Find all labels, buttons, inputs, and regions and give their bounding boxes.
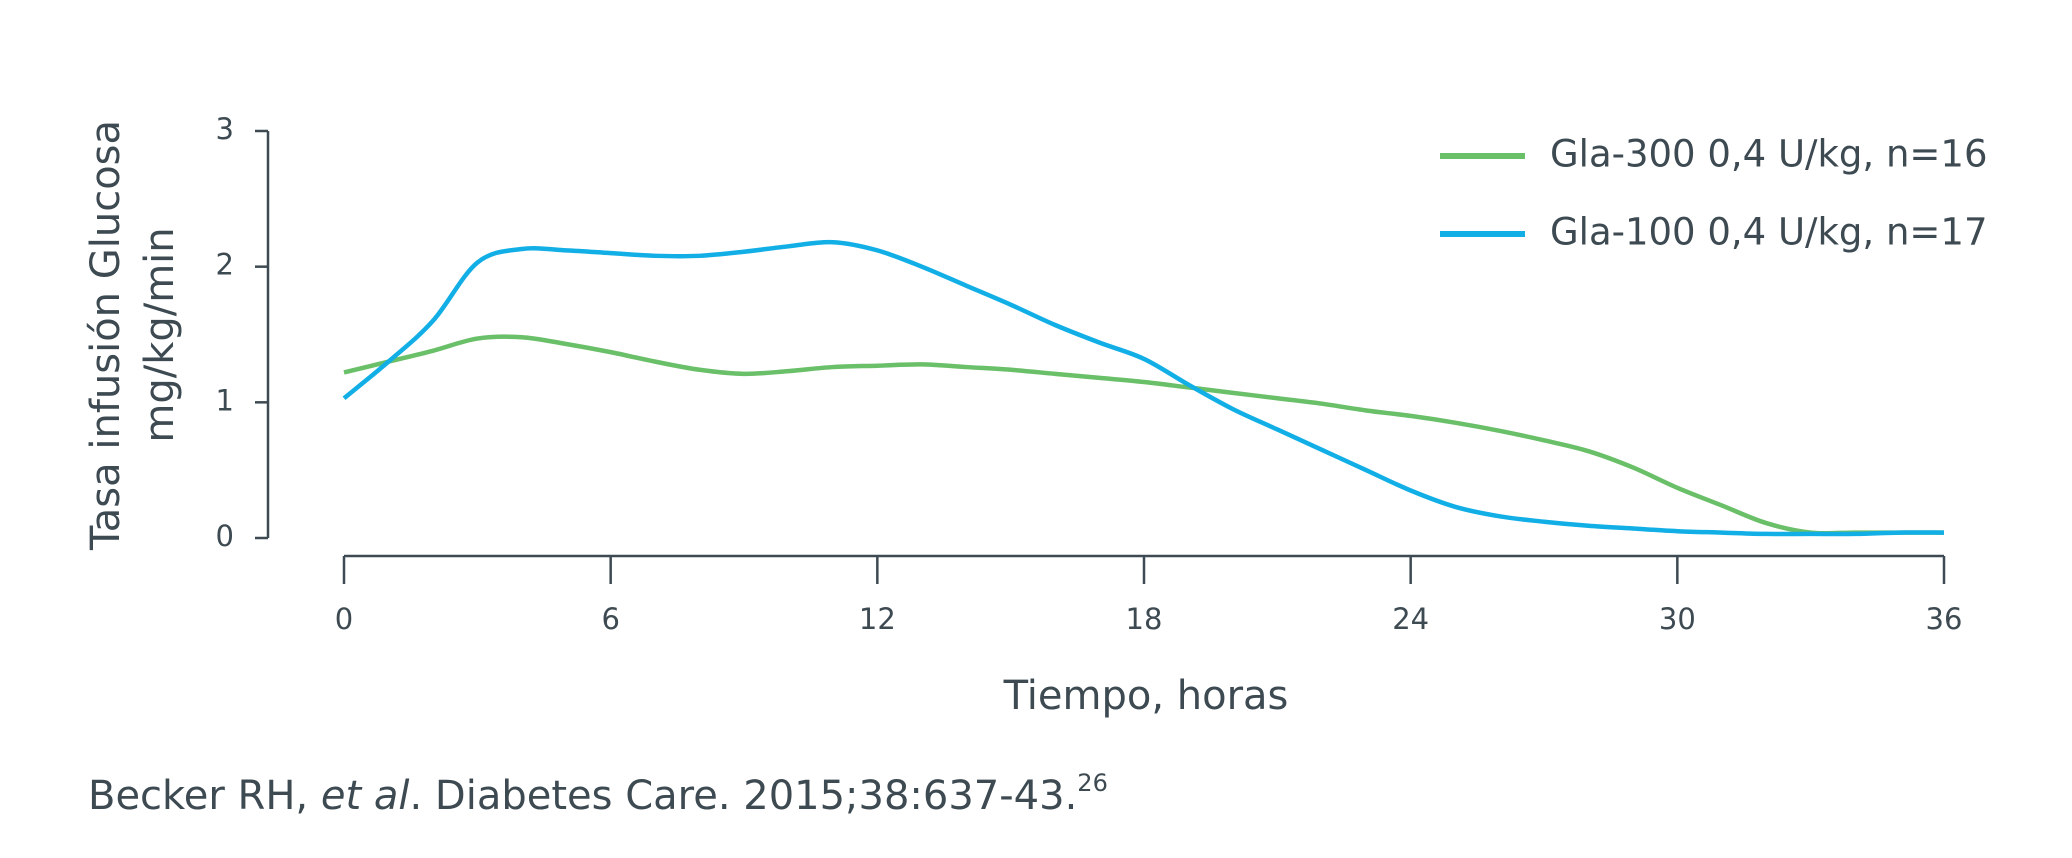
source-etal: et al: [321, 773, 410, 819]
x-tick-label: 18: [1126, 602, 1163, 636]
x-tick-label: 36: [1926, 602, 1963, 636]
x-tick-label: 12: [859, 602, 896, 636]
source-ref: 26: [1077, 769, 1108, 797]
y-tick-label: 3: [216, 112, 234, 146]
x-tick-label: 6: [601, 602, 619, 636]
series-line: [343, 334, 1944, 536]
x-tick-label: 30: [1659, 602, 1696, 636]
y-tick-label: 0: [216, 519, 234, 553]
source: Becker RH, et al. Diabetes Care. 2015;38…: [88, 769, 1108, 819]
legend-label: Gla-300 0,4 U/kg, n=16: [1550, 133, 1987, 176]
y-tick-label: 1: [216, 383, 234, 417]
x-tick-label: 0: [335, 602, 353, 636]
y-axis-title: Tasa infusión Glucosa mg/kg/min: [83, 120, 183, 551]
y-axis-title-line: Tasa infusión Glucosa: [83, 120, 129, 551]
x-axis-title: Tiempo, horas: [1003, 673, 1289, 719]
source-authors: Becker RH,: [88, 773, 321, 819]
y-axis-title-line: mg/kg/min: [137, 227, 183, 442]
y-tick-label: 2: [216, 248, 234, 282]
x-tick-label: 24: [1392, 602, 1429, 636]
source-rest: . Diabetes Care. 2015;38:637-43.: [410, 773, 1078, 819]
series-line: [342, 239, 1945, 537]
legend-label: Gla-100 0,4 U/kg, n=17: [1550, 211, 1987, 254]
